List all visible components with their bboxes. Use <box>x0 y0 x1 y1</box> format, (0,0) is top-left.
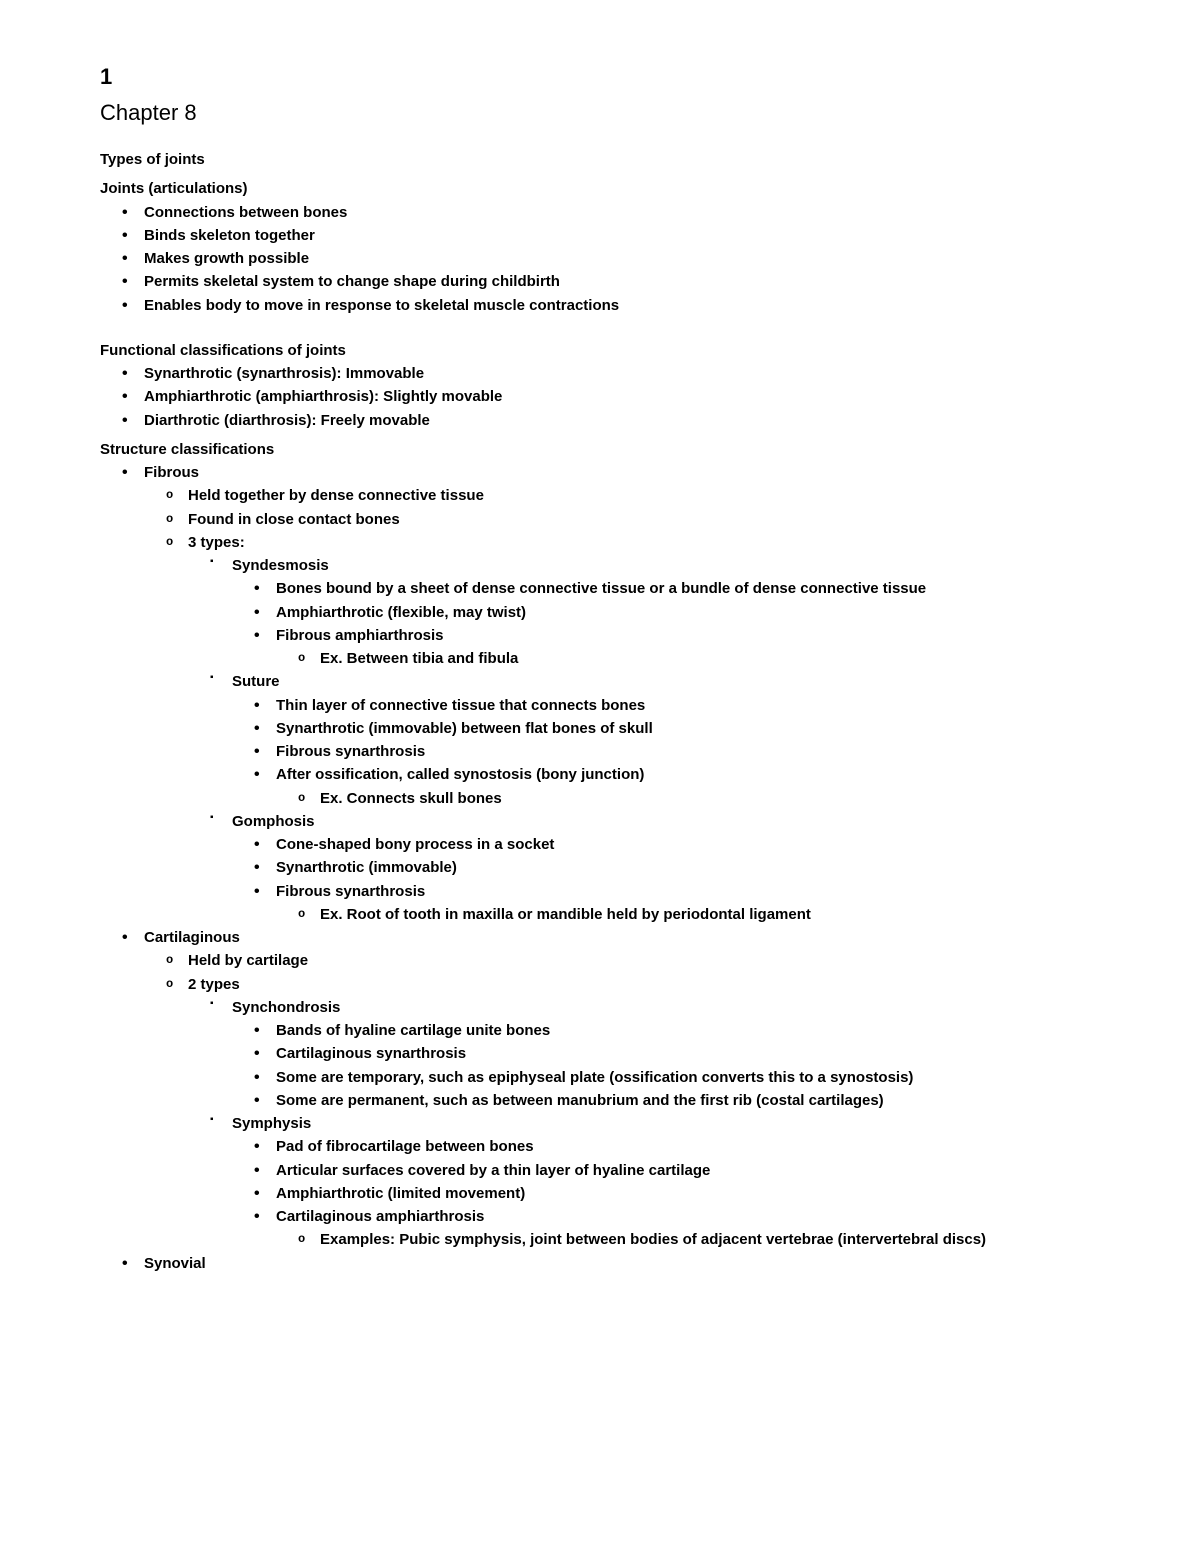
list-item-example: Ex. Connects skull bones <box>320 787 1100 810</box>
list-item-symphysis: Symphysis Pad of fibrocartilage between … <box>232 1112 1100 1252</box>
heading-functional-classifications: Functional classifications of joints <box>100 339 1100 362</box>
list-item: Synarthrotic (immovable) <box>276 856 1100 879</box>
list-item-text: Cartilaginous amphiarthrosis <box>276 1208 484 1225</box>
list-item: Cartilaginous amphiarthrosis Examples: P… <box>276 1205 1100 1252</box>
list-item: Bones bound by a sheet of dense connecti… <box>276 577 1100 600</box>
list-item-text: Fibrous amphiarthrosis <box>276 627 444 644</box>
list-item: Enables body to move in response to skel… <box>144 294 1100 317</box>
list-item: Amphiarthrotic (amphiarthrosis): Slightl… <box>144 385 1100 408</box>
list-item: Some are permanent, such as between manu… <box>276 1089 1100 1112</box>
list-item: 2 types Synchondrosis Bands of hyaline c… <box>188 973 1100 1252</box>
list-item: Held by cartilage <box>188 949 1100 972</box>
chapter-title: Chapter 8 <box>100 96 1100 130</box>
synovial-title: Synovial <box>144 1255 206 1272</box>
list-item-text: 2 types <box>188 976 240 993</box>
list-item: Synarthrotic (immovable) between flat bo… <box>276 717 1100 740</box>
joints-list: Connections between bones Binds skeleton… <box>100 201 1100 317</box>
heading-structure-classifications: Structure classifications <box>100 438 1100 461</box>
symphysis-title: Symphysis <box>232 1115 311 1132</box>
list-item: Found in close contact bones <box>188 508 1100 531</box>
list-item-text: Fibrous synarthrosis <box>276 883 425 900</box>
list-item-gomphosis: Gomphosis Cone-shaped bony process in a … <box>232 810 1100 926</box>
list-item: Amphiarthrotic (limited movement) <box>276 1182 1100 1205</box>
list-item: Cone-shaped bony process in a socket <box>276 833 1100 856</box>
list-item-text: 3 types: <box>188 534 245 551</box>
suture-title: Suture <box>232 673 280 690</box>
list-item: Amphiarthrotic (flexible, may twist) <box>276 601 1100 624</box>
list-item: Diarthrotic (diarthrosis): Freely movabl… <box>144 409 1100 432</box>
list-item-synovial: Synovial <box>144 1252 1100 1275</box>
structure-list: Fibrous Held together by dense connectiv… <box>100 461 1100 1275</box>
heading-joints-articulations: Joints (articulations) <box>100 177 1100 200</box>
list-item-fibrous: Fibrous Held together by dense connectiv… <box>144 461 1100 926</box>
syndesmosis-title: Syndesmosis <box>232 557 329 574</box>
list-item: Fibrous synarthrosis Ex. Root of tooth i… <box>276 880 1100 927</box>
list-item: Bands of hyaline cartilage unite bones <box>276 1019 1100 1042</box>
list-item-synchondrosis: Synchondrosis Bands of hyaline cartilage… <box>232 996 1100 1112</box>
list-item-example: Ex. Between tibia and fibula <box>320 647 1100 670</box>
list-item-example: Examples: Pubic symphysis, joint between… <box>320 1228 1100 1251</box>
cartilaginous-title: Cartilaginous <box>144 929 240 946</box>
functional-list: Synarthrotic (synarthrosis): Immovable A… <box>100 362 1100 432</box>
list-item: Cartilaginous synarthrosis <box>276 1042 1100 1065</box>
heading-types-of-joints: Types of joints <box>100 148 1100 171</box>
list-item: Fibrous synarthrosis <box>276 740 1100 763</box>
list-item-suture: Suture Thin layer of connective tissue t… <box>232 670 1100 810</box>
list-item: Synarthrotic (synarthrosis): Immovable <box>144 362 1100 385</box>
list-item: Thin layer of connective tissue that con… <box>276 694 1100 717</box>
gomphosis-title: Gomphosis <box>232 813 315 830</box>
list-item: Permits skeletal system to change shape … <box>144 270 1100 293</box>
list-item: Held together by dense connective tissue <box>188 484 1100 507</box>
list-item-text: After ossification, called synostosis (b… <box>276 766 644 783</box>
list-item: Connections between bones <box>144 201 1100 224</box>
fibrous-title: Fibrous <box>144 464 199 481</box>
list-item: After ossification, called synostosis (b… <box>276 763 1100 810</box>
list-item: 3 types: Syndesmosis Bones bound by a sh… <box>188 531 1100 926</box>
list-item: Some are temporary, such as epiphyseal p… <box>276 1066 1100 1089</box>
list-item: Binds skeleton together <box>144 224 1100 247</box>
page-number: 1 <box>100 60 1100 94</box>
list-item: Pad of fibrocartilage between bones <box>276 1135 1100 1158</box>
list-item-cartilaginous: Cartilaginous Held by cartilage 2 types … <box>144 926 1100 1252</box>
list-item: Makes growth possible <box>144 247 1100 270</box>
list-item-syndesmosis: Syndesmosis Bones bound by a sheet of de… <box>232 554 1100 670</box>
synchondrosis-title: Synchondrosis <box>232 999 340 1016</box>
list-item-example: Ex. Root of tooth in maxilla or mandible… <box>320 903 1100 926</box>
list-item: Fibrous amphiarthrosis Ex. Between tibia… <box>276 624 1100 671</box>
list-item: Articular surfaces covered by a thin lay… <box>276 1159 1100 1182</box>
